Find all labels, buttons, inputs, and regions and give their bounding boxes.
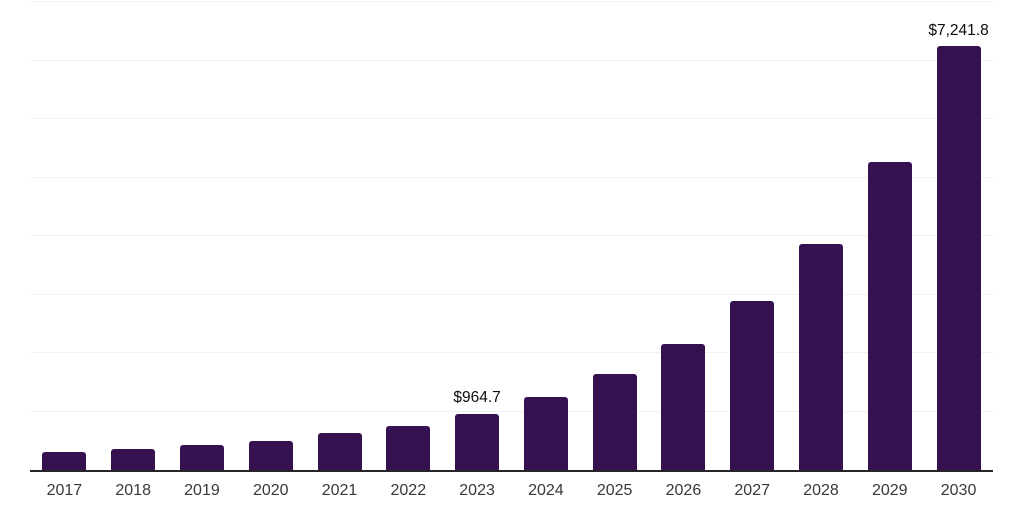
gridline bbox=[30, 293, 993, 295]
x-axis-label-2024: 2024 bbox=[528, 482, 564, 499]
x-axis-label-2020: 2020 bbox=[252, 482, 289, 499]
bar-slots: $964.7 $7,241.8 bbox=[30, 2, 993, 470]
gridline bbox=[30, 352, 993, 353]
bar-slot-2026 bbox=[649, 2, 718, 470]
bar-2017 bbox=[42, 451, 87, 470]
bar-slot-2019 bbox=[168, 2, 237, 470]
gridline bbox=[30, 235, 993, 236]
bar-slot-2021 bbox=[305, 2, 374, 470]
bar-2023 bbox=[455, 413, 500, 470]
bar-2025 bbox=[592, 374, 637, 470]
bar-slot-2030: $7,241.8 bbox=[924, 2, 993, 470]
x-axis-label-2019: 2019 bbox=[184, 482, 220, 499]
bar-slot-2023: $964.7 bbox=[443, 2, 512, 470]
bar-2026 bbox=[661, 344, 706, 470]
bar-2022 bbox=[386, 425, 431, 470]
bar-value-label-2030: $7,241.8 bbox=[928, 21, 989, 39]
bar-2019 bbox=[179, 444, 224, 470]
gridline bbox=[30, 118, 993, 119]
x-axis-label-2030: 2030 bbox=[940, 482, 977, 499]
gridline bbox=[30, 1, 993, 2]
bar-slot-2020 bbox=[236, 2, 305, 470]
bar-2021 bbox=[317, 433, 362, 470]
gridline bbox=[30, 176, 993, 178]
bar-2020 bbox=[248, 440, 293, 470]
gridline bbox=[30, 59, 993, 61]
x-axis-line bbox=[30, 470, 993, 472]
bar-slot-2022 bbox=[374, 2, 443, 470]
bar-slot-2027 bbox=[718, 2, 787, 470]
x-axis-label-2023: 2023 bbox=[459, 482, 495, 499]
bar-slot-2029 bbox=[855, 2, 924, 470]
bar-2028 bbox=[798, 243, 843, 470]
bar-slot-2025 bbox=[580, 2, 649, 470]
bar-slot-2017 bbox=[30, 2, 99, 470]
bar-2030 bbox=[936, 46, 981, 470]
x-axis-label-2021: 2021 bbox=[321, 482, 358, 499]
x-axis-label-2028: 2028 bbox=[803, 482, 839, 499]
bar-2024 bbox=[523, 397, 568, 470]
bar-slot-2018 bbox=[99, 2, 168, 470]
bar-value-label-2023: $964.7 bbox=[453, 389, 501, 407]
x-axis-label-2017: 2017 bbox=[46, 482, 83, 499]
bar-2018 bbox=[111, 448, 156, 470]
gridline bbox=[30, 410, 993, 412]
bar-2027 bbox=[730, 300, 775, 470]
plot-area: $964.7 $7,241.8 bbox=[30, 1, 993, 470]
x-axis-label-2025: 2025 bbox=[596, 482, 633, 499]
bar-slot-2028 bbox=[787, 2, 856, 470]
x-axis-label-2022: 2022 bbox=[390, 482, 427, 499]
bar-2029 bbox=[867, 161, 912, 470]
x-axis-label-2029: 2029 bbox=[871, 482, 908, 499]
bar-slot-2024 bbox=[511, 2, 580, 470]
x-axis-label-2027: 2027 bbox=[734, 482, 770, 499]
x-axis-label-2026: 2026 bbox=[665, 482, 702, 499]
x-axis-label-2018: 2018 bbox=[115, 482, 151, 499]
x-axis-tick-labels: 2017 2018 2019 2020 2021 2022 2023 2024 2025 2026… bbox=[30, 474, 993, 500]
